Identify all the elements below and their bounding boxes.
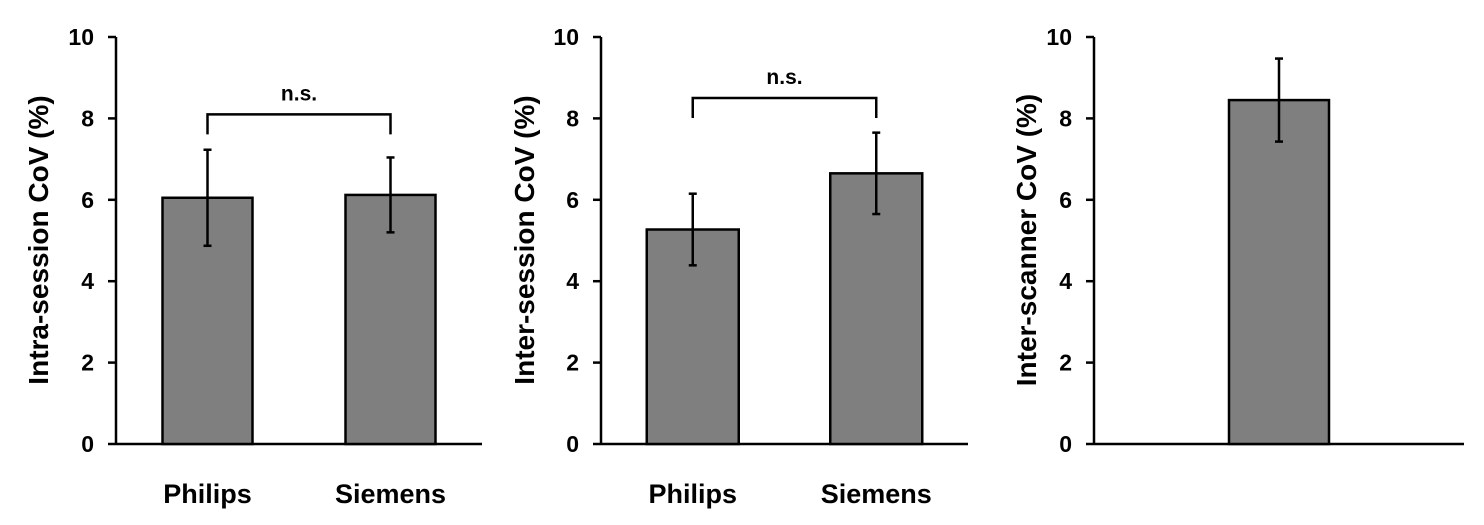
y-tick-label: 6 <box>1059 187 1072 213</box>
significance-bracket <box>206 113 392 135</box>
y-tick-label: 4 <box>1059 268 1072 294</box>
bar <box>829 172 924 446</box>
y-tick-label: 0 <box>566 431 579 457</box>
x-category-label: Siemens <box>821 479 932 509</box>
y-tick-label: 8 <box>566 105 579 131</box>
y-tick-label: 8 <box>1059 105 1072 131</box>
y-tick-label: 8 <box>81 105 94 131</box>
chart-panel-intra-session: Intra-session CoV (%) 0 2 4 6 8 10 Philips Siem… <box>23 24 482 509</box>
y-axis-title: Inter-scanner CoV (%) <box>1011 94 1042 387</box>
y-tick-label: 10 <box>1046 24 1072 50</box>
significance-label: n.s. <box>766 66 802 89</box>
chart-panel-inter-scanner: Inter-scanner CoV (%) 0 2 4 6 8 10 <box>1011 24 1464 457</box>
y-tick-label: 10 <box>553 24 579 50</box>
bar <box>1227 98 1331 446</box>
significance-label: n.s. <box>281 82 317 105</box>
x-category-label: Philips <box>163 479 252 509</box>
y-tick-label: 4 <box>81 268 94 294</box>
y-tick-label: 6 <box>81 187 94 213</box>
y-axis-title: Intra-session CoV (%) <box>23 95 54 384</box>
x-category-label: Philips <box>648 479 737 509</box>
y-tick-label: 0 <box>81 431 94 457</box>
significance-bracket <box>691 96 878 119</box>
y-tick-label: 2 <box>1059 350 1072 376</box>
y-tick-label: 0 <box>1059 431 1072 457</box>
y-tick-label: 4 <box>566 268 579 294</box>
y-axis-title: Inter-session CoV (%) <box>509 95 540 384</box>
y-tick-label: 2 <box>81 350 94 376</box>
x-category-label: Siemens <box>335 479 446 509</box>
bar <box>344 193 437 446</box>
y-tick-label: 2 <box>566 350 579 376</box>
chart-panel-inter-session: Inter-session CoV (%) 0 2 4 6 8 10 Philips Siem… <box>509 24 968 509</box>
y-tick-label: 10 <box>68 24 94 50</box>
y-tick-label: 6 <box>566 187 579 213</box>
